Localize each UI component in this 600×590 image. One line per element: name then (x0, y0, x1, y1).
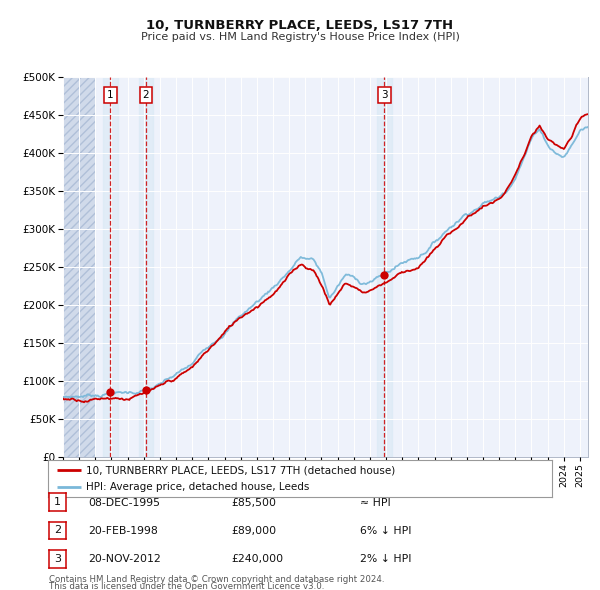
Text: 1: 1 (54, 497, 61, 507)
Text: 2: 2 (143, 90, 149, 100)
Text: 20-FEB-1998: 20-FEB-1998 (88, 526, 158, 536)
Text: £240,000: £240,000 (231, 555, 283, 564)
Text: 2% ↓ HPI: 2% ↓ HPI (360, 555, 412, 564)
Text: £89,000: £89,000 (231, 526, 276, 536)
Bar (139, 77, 153, 457)
Text: 08-DEC-1995: 08-DEC-1995 (88, 498, 160, 507)
Text: HPI: Average price, detached house, Leeds: HPI: Average price, detached house, Leed… (86, 482, 309, 492)
Text: 10, TURNBERRY PLACE, LEEDS, LS17 7TH: 10, TURNBERRY PLACE, LEEDS, LS17 7TH (146, 19, 454, 32)
Text: 1: 1 (107, 90, 113, 100)
Bar (63, 77, 95, 457)
Text: Price paid vs. HM Land Registry's House Price Index (HPI): Price paid vs. HM Land Registry's House … (140, 32, 460, 41)
Text: This data is licensed under the Open Government Licence v3.0.: This data is licensed under the Open Gov… (49, 582, 325, 590)
Text: 6% ↓ HPI: 6% ↓ HPI (360, 526, 412, 536)
Text: 10, TURNBERRY PLACE, LEEDS, LS17 7TH (detached house): 10, TURNBERRY PLACE, LEEDS, LS17 7TH (de… (86, 465, 395, 475)
Text: Contains HM Land Registry data © Crown copyright and database right 2024.: Contains HM Land Registry data © Crown c… (49, 575, 385, 585)
Bar (103, 77, 118, 457)
Text: 3: 3 (54, 554, 61, 563)
Text: 20-NOV-2012: 20-NOV-2012 (88, 555, 161, 564)
Text: £85,500: £85,500 (231, 498, 276, 507)
Text: 2: 2 (54, 526, 61, 535)
Text: ≈ HPI: ≈ HPI (360, 498, 391, 507)
Bar (377, 77, 392, 457)
Text: 3: 3 (381, 90, 388, 100)
